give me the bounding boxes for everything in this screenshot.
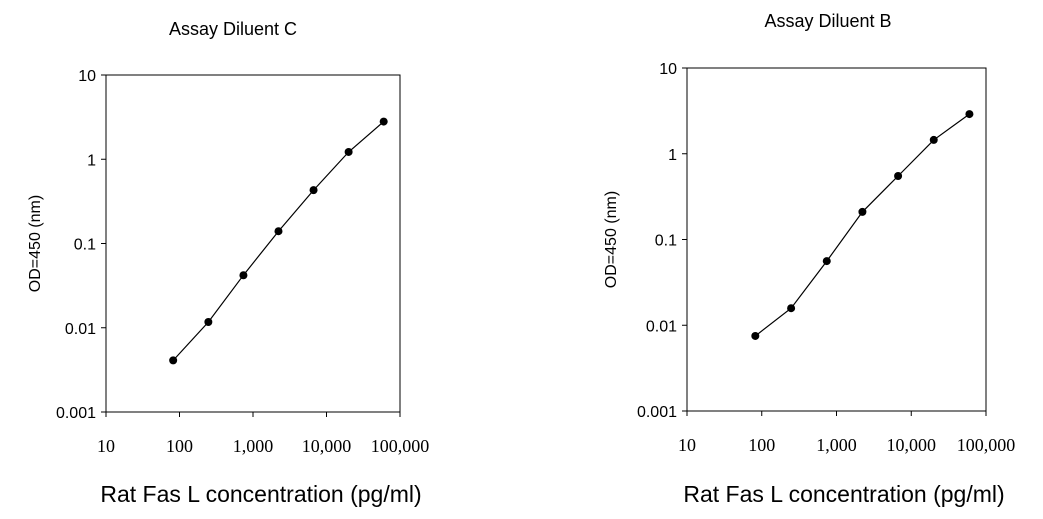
plot-frame xyxy=(105,74,401,413)
plot-frame xyxy=(686,67,987,412)
y-tick-label: 0.01 xyxy=(65,321,96,338)
y-tick-label: 0.1 xyxy=(74,237,96,254)
data-point xyxy=(965,110,974,119)
x-tick-label: 10,000 xyxy=(302,436,352,456)
data-point xyxy=(894,172,903,181)
data-point xyxy=(787,304,796,313)
data-point xyxy=(309,186,318,195)
x-tick-label: 100,000 xyxy=(957,435,1016,455)
y-tick-label: 0.001 xyxy=(637,404,677,421)
x-axis-label: Rat Fas L concentration (pg/ml) xyxy=(100,481,421,507)
data-point xyxy=(169,356,178,365)
data-point xyxy=(929,135,938,144)
data-point xyxy=(274,227,283,236)
series-line xyxy=(754,113,970,337)
x-tick-label: 10 xyxy=(97,436,115,456)
x-axis-label: Rat Fas L concentration (pg/ml) xyxy=(683,481,1004,507)
x-tick-label: 1,000 xyxy=(233,436,274,456)
x-tick-label: 100,000 xyxy=(371,436,430,456)
data-point xyxy=(239,271,248,280)
y-axis-label: OD=450 (nm) xyxy=(603,191,620,288)
x-tick-label: 10,000 xyxy=(887,435,937,455)
y-tick-label: 10 xyxy=(78,68,96,85)
x-tick-label: 100 xyxy=(166,436,193,456)
y-tick-label: 10 xyxy=(659,61,677,78)
data-point xyxy=(858,207,867,216)
data-point xyxy=(204,318,213,327)
chart-title: Assay Diluent B xyxy=(764,11,891,31)
series-line xyxy=(172,121,385,361)
chart-title: Assay Diluent C xyxy=(169,19,297,39)
x-tick-label: 100 xyxy=(748,435,775,455)
y-tick-label: 1 xyxy=(668,147,677,164)
x-tick-label: 1,000 xyxy=(816,435,857,455)
data-point xyxy=(344,147,353,156)
y-tick-label: 0.01 xyxy=(646,318,677,335)
data-point xyxy=(379,117,388,126)
x-tick-label: 10 xyxy=(678,435,696,455)
data-point xyxy=(822,257,831,266)
y-tick-label: 0.001 xyxy=(56,405,96,422)
y-axis-label: OD=450 (nm) xyxy=(27,195,44,292)
data-point xyxy=(751,331,760,340)
y-tick-label: 1 xyxy=(87,152,96,169)
y-tick-label: 0.1 xyxy=(655,233,677,250)
